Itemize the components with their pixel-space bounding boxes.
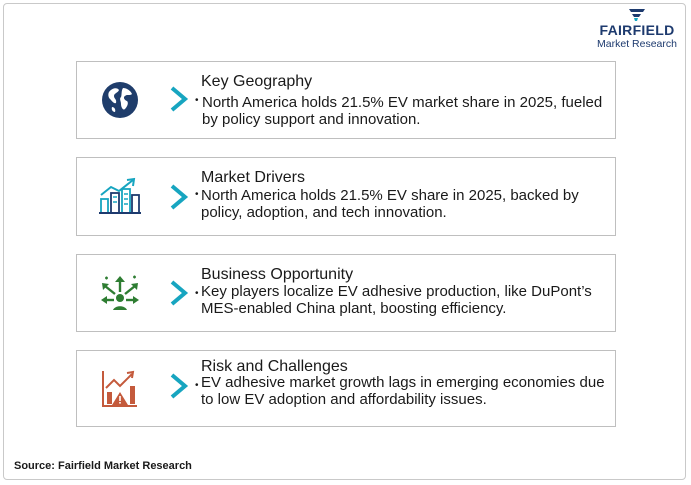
card-text: North America holds 21.5% EV share in 20… xyxy=(201,187,579,221)
card-title: Key Geography xyxy=(201,73,313,90)
card-title: Risk and Challenges xyxy=(201,358,348,375)
fairfield-logo-icon xyxy=(629,9,645,21)
chevron-right-icon xyxy=(170,373,189,399)
card-business-opportunity: Business Opportunity • Key players local… xyxy=(76,254,616,332)
chevron-right-icon xyxy=(170,184,189,210)
risk-chart-icon xyxy=(102,370,137,407)
chevron-right-icon xyxy=(170,86,189,112)
card-title: Business Opportunity xyxy=(201,266,354,283)
card-text: North America holds 21.5% EV market shar… xyxy=(202,94,603,128)
brand-tagline: Market Research xyxy=(597,38,677,50)
chevron-right-icon xyxy=(170,280,189,306)
card-text: Key players localize EV adhesive product… xyxy=(201,283,592,317)
infographic-frame xyxy=(3,3,686,480)
card-market-drivers: Market Drivers • North America holds 21.… xyxy=(76,157,616,236)
globe-icon xyxy=(102,82,138,118)
card-risk-and-challenges: Risk and Challenges • EV adhesive market… xyxy=(76,350,616,427)
brand-logo: FAIRFIELD Market Research xyxy=(592,8,682,50)
brand-name: FAIRFIELD xyxy=(599,22,675,38)
opportunity-arrows-icon xyxy=(101,275,139,310)
source-note: Source: Fairfield Market Research xyxy=(14,460,192,472)
card-title: Market Drivers xyxy=(201,169,306,186)
growth-city-icon xyxy=(99,177,141,214)
bullet-dot: • xyxy=(195,95,199,106)
bullet-dot: • xyxy=(195,288,199,299)
bullet-dot: • xyxy=(195,189,199,200)
bullet-dot: • xyxy=(195,380,199,391)
card-text: EV adhesive market growth lags in emergi… xyxy=(201,374,605,408)
card-key-geography: Key Geography • North America holds 21.5… xyxy=(76,61,616,139)
